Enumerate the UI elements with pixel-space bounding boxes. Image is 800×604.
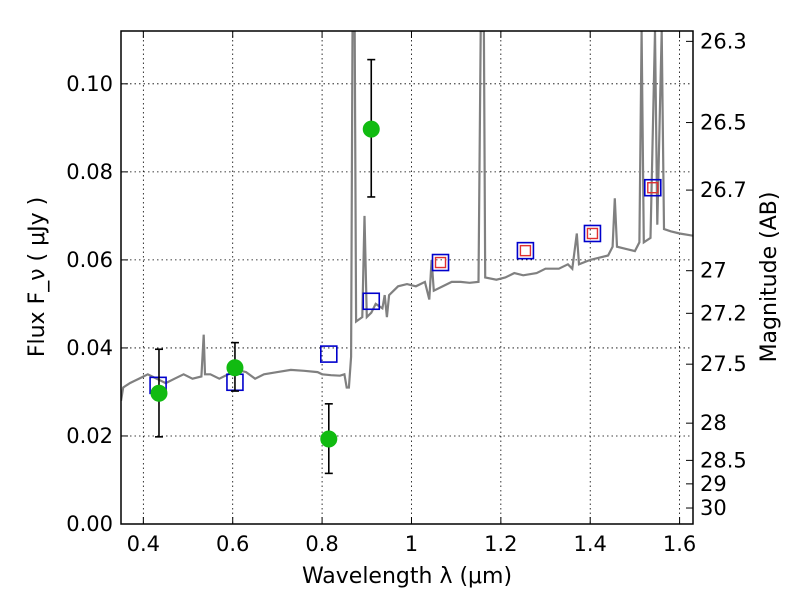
model-photometry-marker — [643, 178, 662, 197]
y-tick-label: 0.08 — [66, 160, 113, 184]
y-tick-label: 0.10 — [66, 72, 113, 96]
y-tick-label: 0.02 — [66, 424, 113, 448]
model-photometry-marker — [431, 253, 450, 272]
magnitude-tick-label: 29 — [700, 472, 727, 496]
y-axis-title: Flux F_ν ( μJy ) — [25, 197, 50, 357]
x-tick-label: 1.2 — [484, 532, 517, 556]
tick-layer: 0.4 0.6 0.8 1 1.2 1.4 1.6 0.00 0.02 0.04 0.06 0.08 0… — [66, 29, 747, 556]
model-photometry-marker — [516, 241, 535, 260]
data-point — [150, 384, 168, 402]
observed-photometry-marker — [586, 227, 599, 240]
model-spectrum-line — [121, 31, 693, 401]
y-tick-label: 0.06 — [66, 248, 113, 272]
magnitude-tick-label: 27.2 — [700, 301, 747, 325]
plot-frame — [120, 30, 694, 525]
data-point — [320, 430, 338, 448]
x-axis-title: Wavelength λ (μm) — [302, 564, 512, 589]
data-point — [226, 359, 244, 377]
magnitude-axis-title: Magnitude (AB) — [757, 192, 782, 363]
grid-layer — [121, 31, 693, 524]
model-photometry-marker — [362, 292, 381, 311]
model-photometry-marker — [583, 224, 602, 243]
x-tick-label: 0.4 — [127, 532, 160, 556]
magnitude-tick-label: 27 — [700, 259, 727, 283]
x-tick-label: 1.4 — [574, 532, 607, 556]
magnitude-tick-label: 28 — [700, 411, 727, 435]
magnitude-tick-label: 30 — [700, 496, 727, 520]
magnitude-tick-label: 26.3 — [700, 29, 747, 53]
data-point — [362, 120, 380, 138]
y-tick-label: 0.00 — [66, 512, 113, 536]
observed-photometry-marker — [647, 182, 659, 194]
x-tick-label: 1.6 — [663, 532, 696, 556]
magnitude-tick-label: 26.7 — [700, 178, 747, 202]
observed-photometry-marker — [519, 244, 532, 257]
observed-photometry-marker — [434, 256, 447, 269]
x-tick-label: 1 — [405, 532, 418, 556]
magnitude-tick-label: 26.5 — [700, 111, 747, 135]
x-tick-label: 0.8 — [305, 532, 338, 556]
y-tick-label: 0.04 — [66, 336, 113, 360]
model-photometry-marker — [319, 345, 338, 363]
x-tick-label: 0.6 — [216, 532, 249, 556]
magnitude-tick-label: 28.5 — [700, 448, 747, 472]
data-layer — [121, 31, 693, 475]
magnitude-tick-label: 27.5 — [700, 352, 747, 376]
